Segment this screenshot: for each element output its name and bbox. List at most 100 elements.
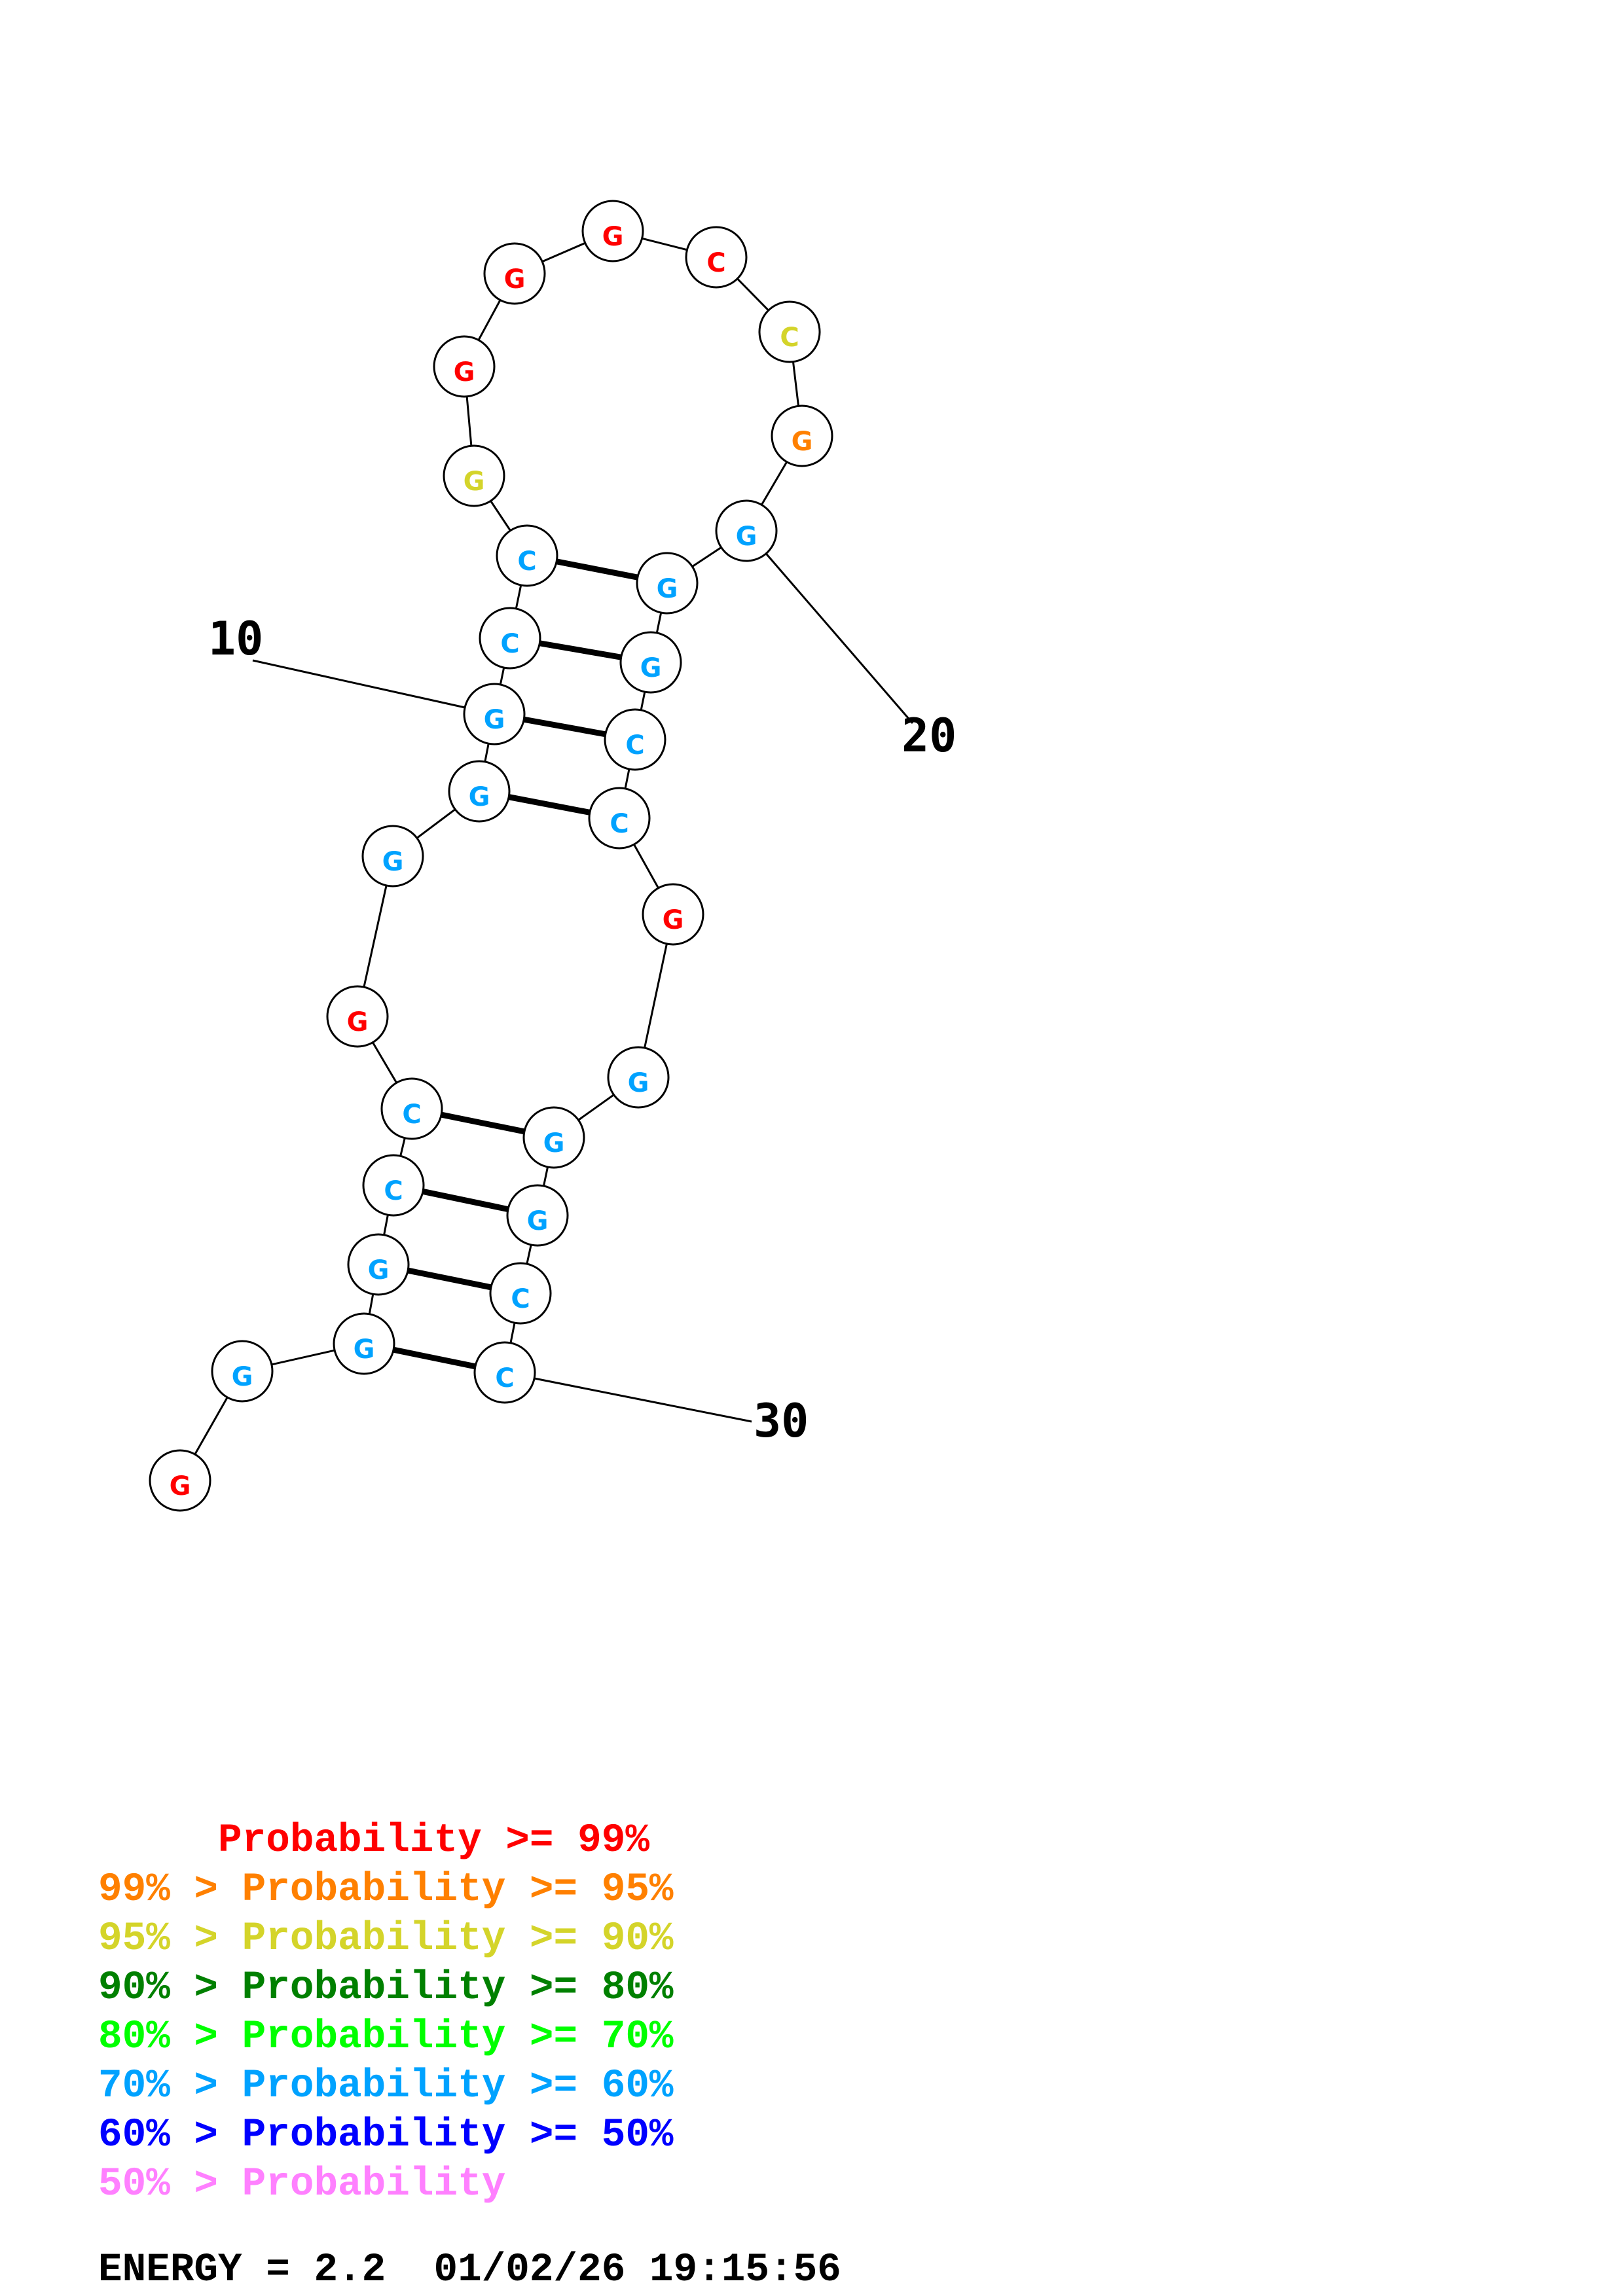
nucleotide-29: C xyxy=(489,1262,552,1325)
nucleotide-letter: C xyxy=(511,1284,530,1314)
position-tick xyxy=(504,1371,752,1423)
nucleotide-circle xyxy=(636,552,699,615)
legend-row: 90% > Probability >= 80% xyxy=(98,1965,674,2011)
nucleotide-22: G xyxy=(619,631,682,694)
nucleotide-circle xyxy=(463,683,526,745)
position-label-10: 10 xyxy=(208,612,263,666)
nucleotide-letter: G xyxy=(232,1362,253,1392)
nucleotide-circle xyxy=(604,708,666,771)
nucleotide-letter: G xyxy=(736,522,757,552)
nucleotide-letter: G xyxy=(640,653,662,683)
nucleotide-5: C xyxy=(362,1154,425,1217)
nucleotide-6: C xyxy=(380,1077,443,1140)
nucleotide-letter: C xyxy=(706,248,725,278)
nucleotide-10: G xyxy=(463,683,526,745)
nucleotide-circle xyxy=(496,524,558,587)
nucleotide-letter: C xyxy=(625,730,644,761)
nucleotide-23: C xyxy=(604,708,666,771)
position-tick-lines xyxy=(252,530,914,1423)
nucleotide-circle xyxy=(362,1154,425,1217)
nucleotide-letter: G xyxy=(469,782,490,812)
nucleotide-circle xyxy=(607,1046,670,1109)
nucleotide-letter: G xyxy=(504,264,526,295)
legend-row: 80% > Probability >= 70% xyxy=(98,2015,674,2060)
nucleotide-letter: C xyxy=(500,629,519,659)
nucleotide-circle xyxy=(149,1449,211,1512)
nucleotide-8: G xyxy=(361,825,424,888)
nucleotide-letter: G xyxy=(454,357,475,387)
nucleotide-letter: C xyxy=(517,547,536,577)
nucleotide-letter: G xyxy=(602,222,624,252)
nucleotide-circle xyxy=(361,825,424,888)
legend-row: 50% > Probability xyxy=(98,2162,506,2207)
nucleotide-letter: G xyxy=(657,574,678,604)
nucleotide-12: C xyxy=(496,524,558,587)
base-pair-lines xyxy=(363,552,668,1376)
nucleotide-letter: G xyxy=(368,1255,390,1285)
nucleotide-21: G xyxy=(636,552,699,615)
nucleotide-4: G xyxy=(347,1233,410,1296)
nucleotide-circle xyxy=(758,300,821,363)
nucleotide-letter: G xyxy=(347,1007,369,1037)
nucleotide-25: G xyxy=(642,883,704,946)
nucleotide-circle xyxy=(347,1233,410,1296)
nucleotide-circle xyxy=(489,1262,552,1325)
nucleotide-circle xyxy=(479,607,541,670)
nucleotide-17: C xyxy=(685,226,748,289)
nucleotide-circle xyxy=(642,883,704,946)
nucleotide-26: G xyxy=(607,1046,670,1109)
nucleotide-circle xyxy=(333,1312,395,1375)
nucleotide-circle xyxy=(619,631,682,694)
nucleotide-letter: C xyxy=(402,1100,421,1130)
position-tick xyxy=(745,530,914,724)
nucleotide-letter: C xyxy=(495,1363,514,1393)
nucleotide-circle xyxy=(715,499,778,562)
nucleotide-circle xyxy=(522,1106,585,1169)
nucleotide-letter: G xyxy=(527,1206,549,1236)
nucleotide-circle xyxy=(771,404,833,467)
nucleotide-1: G xyxy=(149,1449,211,1512)
nucleotide-circle xyxy=(380,1077,443,1140)
legend-row: 70% > Probability >= 60% xyxy=(98,2064,674,2109)
nucleotide-circle xyxy=(443,444,505,507)
nucleotide-circle xyxy=(483,242,546,305)
nucleotide-circle xyxy=(506,1184,569,1247)
nucleotide-9: G xyxy=(448,760,511,823)
nucleotide-circle xyxy=(448,760,511,823)
nucleotide-3: G xyxy=(333,1312,395,1375)
legend-row: 60% > Probability >= 50% xyxy=(98,2113,674,2158)
nucleotide-letter: C xyxy=(780,323,799,353)
nucleotide-circle xyxy=(473,1341,536,1404)
nucleotide-7: G xyxy=(326,985,389,1048)
nucleotide-letter: G xyxy=(543,1128,565,1158)
nucleotide-24: C xyxy=(588,787,651,850)
legend-row: 99% > Probability >= 95% xyxy=(98,1867,674,1912)
nucleotide-circle xyxy=(581,200,644,262)
nucleotide-2: G xyxy=(211,1340,274,1403)
nucleotide-letter: C xyxy=(384,1176,403,1206)
nucleotide-20: G xyxy=(715,499,778,562)
nucleotide-27: G xyxy=(522,1106,585,1169)
nucleotide-circle xyxy=(326,985,389,1048)
nucleotide-16: G xyxy=(581,200,644,262)
position-tick xyxy=(252,659,495,715)
position-label-20: 20 xyxy=(902,709,957,762)
nucleotide-letter: G xyxy=(792,427,813,457)
position-labels: 10 20 30 xyxy=(208,612,957,1448)
nucleotide-letter: C xyxy=(610,809,629,839)
nucleotide-19: G xyxy=(771,404,833,467)
nucleotide-15: G xyxy=(483,242,546,305)
nucleotide-18: C xyxy=(758,300,821,363)
position-label-30: 30 xyxy=(754,1394,809,1448)
nucleotide-letter: G xyxy=(464,467,485,497)
nucleotide-circle xyxy=(685,226,748,289)
nucleotide-11: C xyxy=(479,607,541,670)
nucleotide-circle xyxy=(211,1340,274,1403)
energy-readout: ENERGY = 2.2 01/02/26 19:15:56 xyxy=(98,2248,841,2293)
legend-row: 95% > Probability >= 90% xyxy=(98,1916,674,1962)
nucleotide-nodes: G G G G C C G G G G C C G G G G C C G G G G C C G G G G C C xyxy=(149,200,833,1512)
nucleotide-letter: G xyxy=(354,1335,375,1365)
nucleotide-letter: G xyxy=(170,1471,191,1501)
nucleotide-letter: G xyxy=(382,847,404,877)
